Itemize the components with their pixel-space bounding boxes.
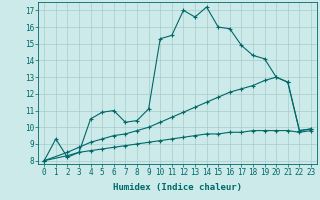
X-axis label: Humidex (Indice chaleur): Humidex (Indice chaleur) <box>113 183 242 192</box>
